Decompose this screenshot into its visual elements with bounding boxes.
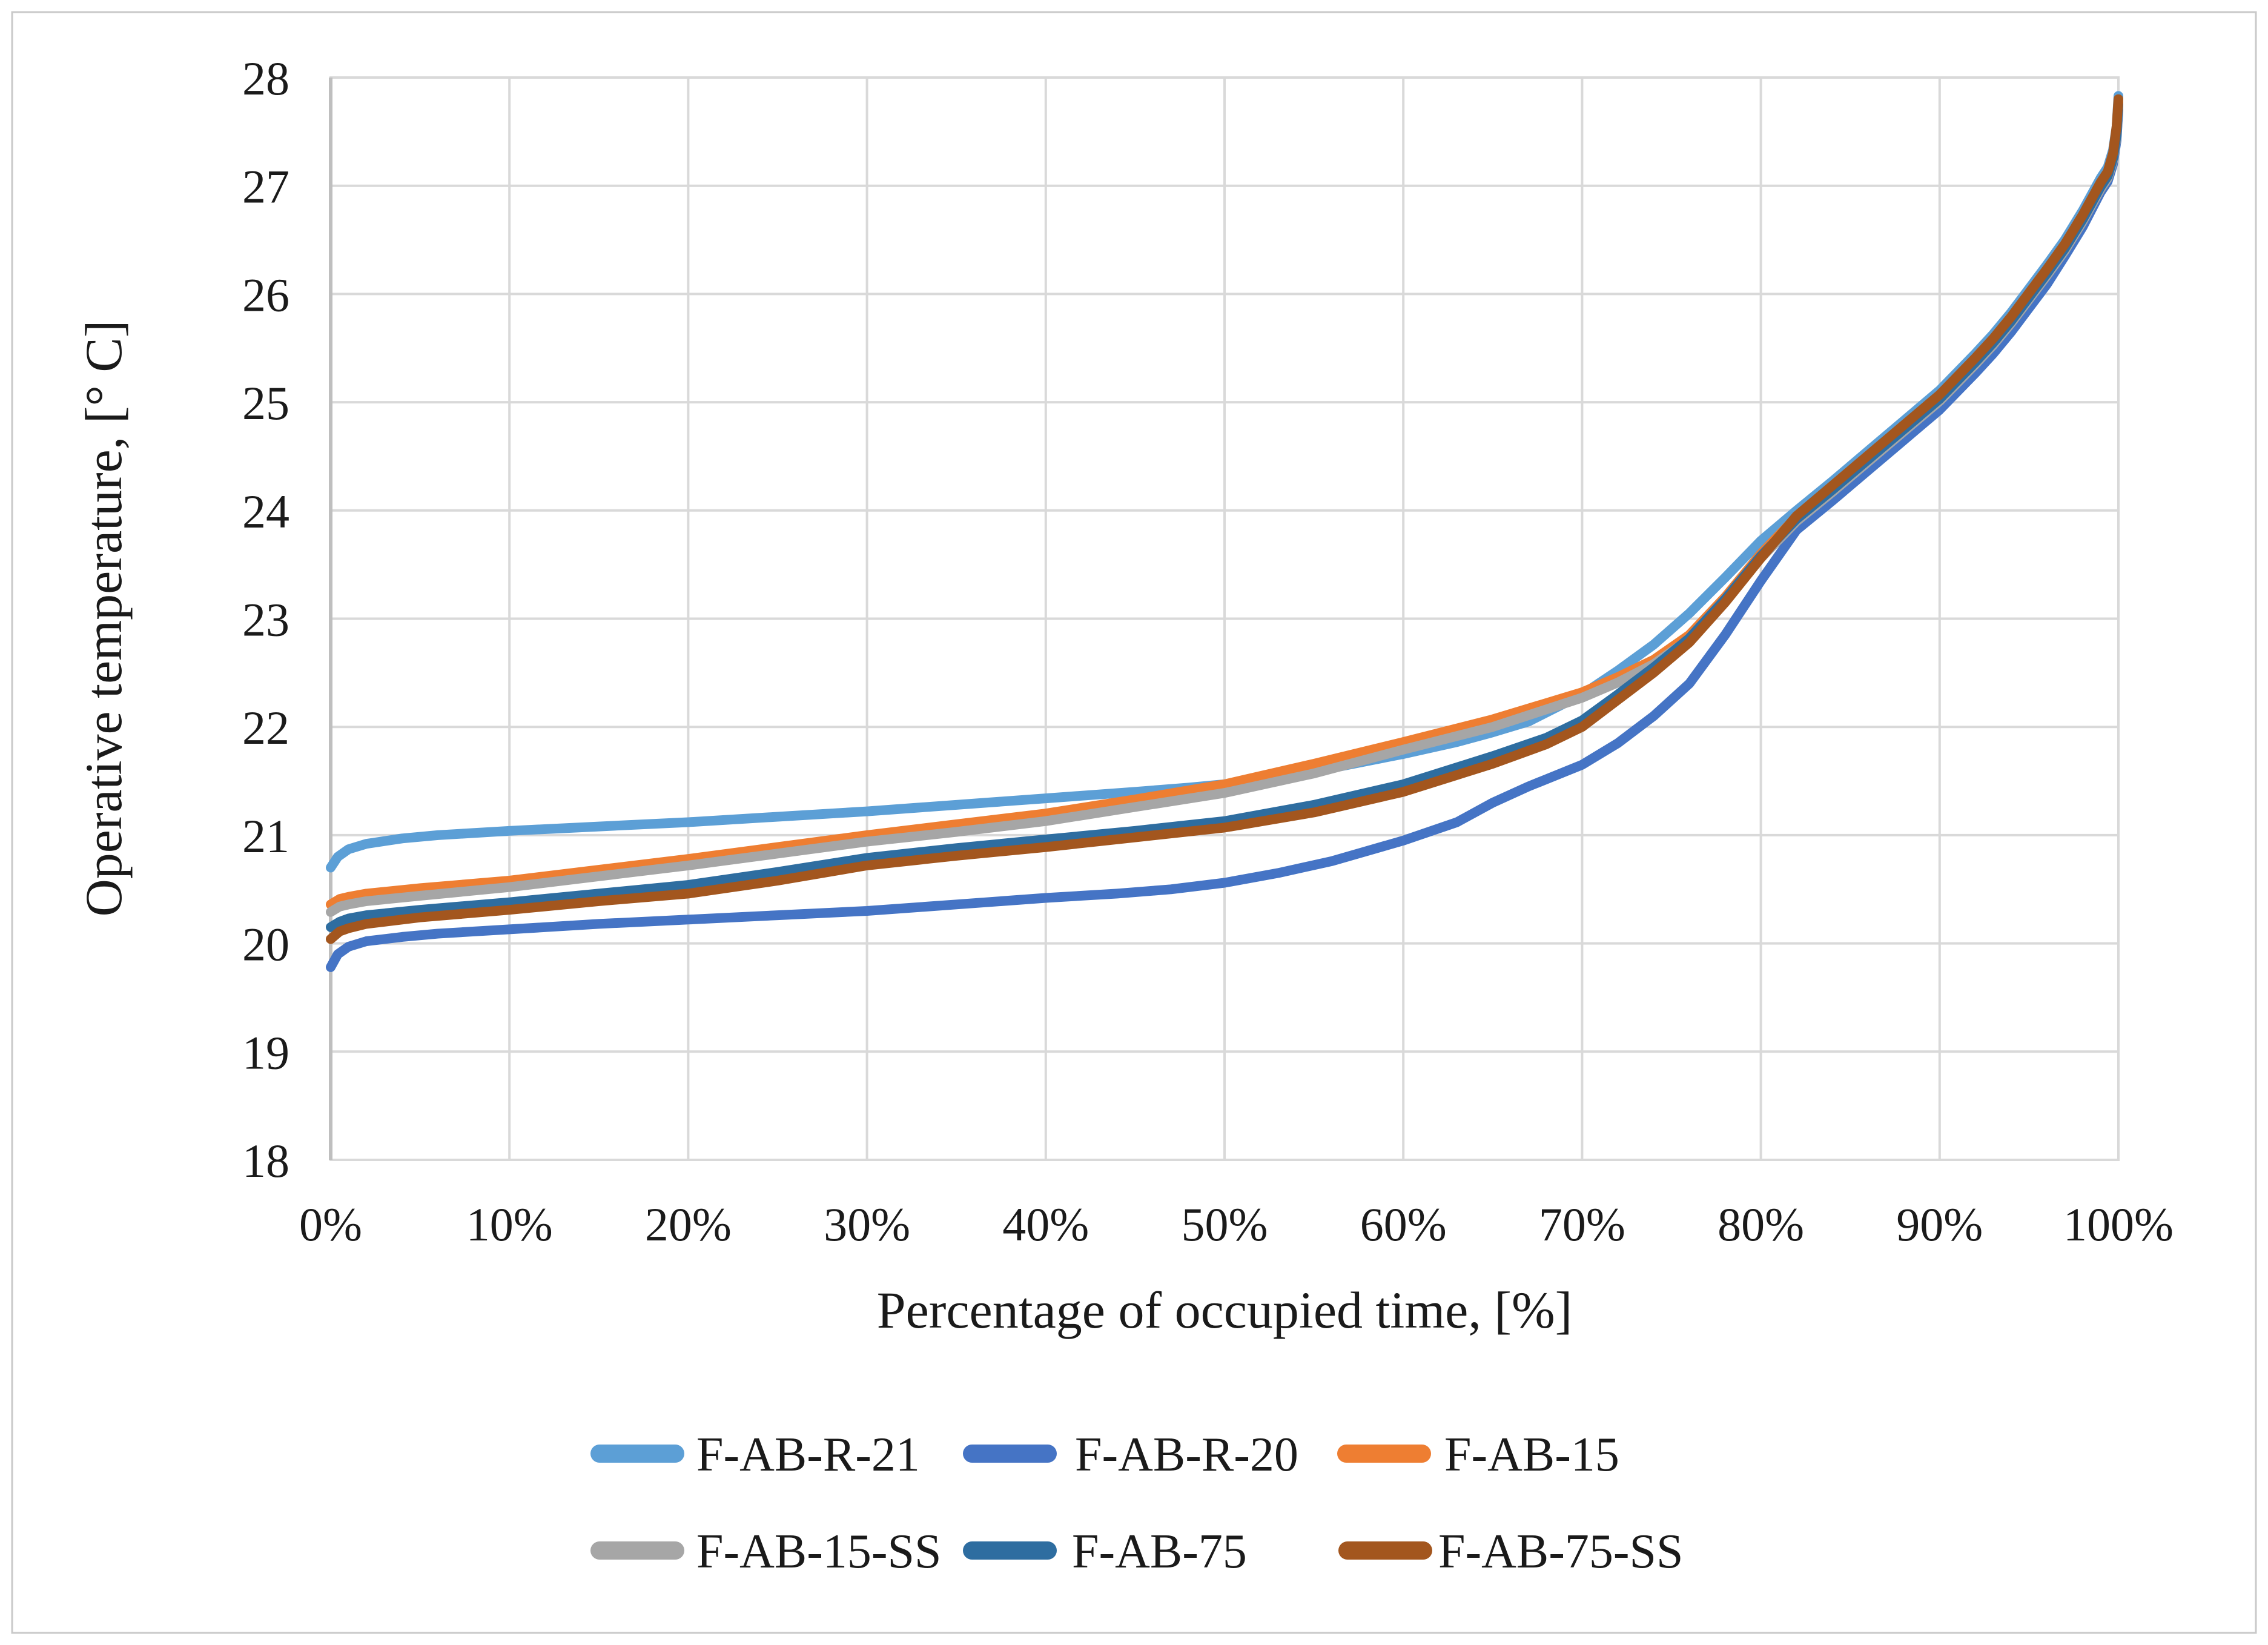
- x-tick-label: 80%: [1718, 1198, 1804, 1251]
- y-tick-label: 26: [242, 268, 289, 321]
- page-border: [11, 11, 2257, 1634]
- y-tick-labels: 18 19 20 21 22 23 24 25 26 27 28: [242, 52, 289, 1187]
- legend-label-F-AB-R-20: F-AB-R-20: [1075, 1428, 1298, 1481]
- y-tick-label: 22: [242, 701, 289, 754]
- x-tick-label: 0%: [299, 1198, 362, 1251]
- y-tick-label: 18: [242, 1134, 289, 1187]
- series-line-F-AB-75-SS: [326, 94, 2123, 944]
- legend-item-F-AB-R-20: F-AB-R-20: [963, 1428, 1298, 1481]
- legend-item-F-AB-R-21: F-AB-R-21: [590, 1428, 920, 1481]
- x-tick-labels: 0% 10% 20% 30% 40% 50% 60% 70% 80% 90% 100%: [299, 1198, 2174, 1251]
- x-tick-label: 90%: [1896, 1198, 1983, 1251]
- legend-label-F-AB-15-SS: F-AB-15-SS: [696, 1525, 942, 1578]
- y-tick-label: 25: [242, 377, 289, 429]
- y-tick-label: 27: [242, 161, 289, 213]
- legend-item-F-AB-15-SS: F-AB-15-SS: [590, 1525, 942, 1578]
- legend-item-F-AB-15: F-AB-15: [1337, 1428, 1619, 1481]
- y-axis-title: Operative temperature, [° C]: [74, 320, 133, 917]
- series-line-F-AB-R-20: [326, 105, 2123, 972]
- y-tick-label: 24: [242, 485, 289, 538]
- x-tick-label: 100%: [2063, 1198, 2174, 1251]
- legend-label-F-AB-75: F-AB-75: [1072, 1525, 1247, 1578]
- x-tick-label: 10%: [466, 1198, 553, 1251]
- x-axis-title: Percentage of occupied time, [%]: [877, 1281, 1573, 1339]
- y-tick-label: 20: [242, 918, 289, 971]
- legend: F-AB-R-21 F-AB-R-20 F-AB-15 F-AB-15-SS F-AB-…: [590, 1428, 1684, 1578]
- legend-label-F-AB-75-SS: F-AB-75-SS: [1438, 1525, 1684, 1578]
- x-tick-label: 60%: [1360, 1198, 1447, 1251]
- series-lines: [326, 91, 2123, 972]
- x-tick-label: 30%: [824, 1198, 910, 1251]
- y-tick-label: 19: [242, 1026, 289, 1079]
- legend-label-F-AB-R-21: F-AB-R-21: [696, 1428, 920, 1481]
- y-tick-label: 21: [242, 810, 289, 862]
- x-tick-label: 20%: [645, 1198, 732, 1251]
- x-tick-label: 50%: [1182, 1198, 1268, 1251]
- x-tick-label: 70%: [1539, 1198, 1625, 1251]
- y-tick-label: 23: [242, 594, 289, 646]
- y-tick-label: 28: [242, 52, 289, 105]
- legend-item-F-AB-75: F-AB-75: [963, 1525, 1247, 1578]
- legend-label-F-AB-15: F-AB-15: [1444, 1428, 1619, 1481]
- x-tick-label: 40%: [1002, 1198, 1089, 1251]
- legend-item-F-AB-75-SS: F-AB-75-SS: [1338, 1525, 1684, 1578]
